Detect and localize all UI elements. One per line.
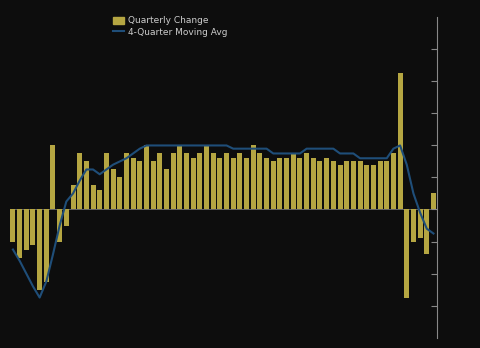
Bar [211,153,216,209]
Bar [97,190,102,209]
Bar [197,153,203,209]
Bar [257,153,263,209]
Bar [184,153,189,209]
Bar [177,145,182,209]
Bar [110,169,116,209]
Bar [131,158,135,209]
Bar [384,161,389,209]
Bar [44,209,49,282]
Bar [284,158,289,209]
Bar [391,153,396,209]
Legend: Quarterly Change, 4-Quarter Moving Avg: Quarterly Change, 4-Quarter Moving Avg [112,16,228,38]
Bar [431,193,436,209]
Bar [298,158,302,209]
Bar [397,73,403,209]
Bar [224,153,229,209]
Bar [64,209,69,226]
Bar [371,165,376,209]
Bar [364,165,369,209]
Bar [117,177,122,209]
Bar [277,158,282,209]
Bar [30,209,36,245]
Bar [77,153,82,209]
Bar [84,161,89,209]
Bar [170,153,176,209]
Bar [378,161,383,209]
Bar [418,209,422,238]
Bar [164,169,169,209]
Bar [204,145,209,209]
Bar [157,153,162,209]
Bar [124,153,129,209]
Bar [91,185,96,209]
Bar [144,145,149,209]
Bar [324,158,329,209]
Bar [251,145,256,209]
Bar [317,161,323,209]
Bar [404,209,409,298]
Bar [11,209,15,242]
Bar [291,153,296,209]
Bar [151,161,156,209]
Bar [358,161,362,209]
Bar [104,153,109,209]
Bar [191,158,196,209]
Bar [411,209,416,242]
Bar [331,161,336,209]
Bar [24,209,29,250]
Bar [337,165,343,209]
Bar [311,158,316,209]
Bar [238,153,242,209]
Bar [244,158,249,209]
Bar [57,209,62,242]
Bar [424,209,429,254]
Bar [71,185,75,209]
Bar [344,161,349,209]
Bar [304,153,309,209]
Bar [17,209,22,258]
Bar [264,158,269,209]
Bar [37,209,42,290]
Bar [50,145,56,209]
Bar [137,161,142,209]
Bar [271,161,276,209]
Bar [231,158,236,209]
Bar [217,158,222,209]
Bar [351,161,356,209]
